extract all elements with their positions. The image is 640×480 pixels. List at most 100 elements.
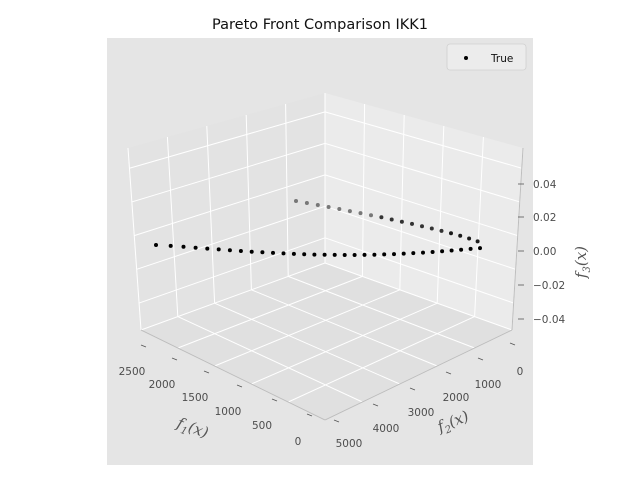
z-axis-label-f: f	[572, 270, 590, 279]
data-point	[369, 213, 373, 218]
grid-line-z-left	[138, 237, 326, 304]
data-point	[281, 251, 286, 256]
x-tick-label: 0	[295, 436, 302, 448]
data-point	[439, 228, 444, 233]
data-point	[467, 236, 472, 241]
data-point	[347, 209, 352, 214]
grid-line-floor-a	[140, 262, 326, 331]
y-tick-label: 4000	[373, 423, 400, 435]
data-point	[154, 243, 158, 247]
data-point	[332, 252, 337, 257]
data-point	[399, 219, 404, 224]
y-tick-label: 2000	[443, 392, 470, 404]
data-point	[392, 252, 396, 257]
data-point	[249, 249, 254, 254]
grid-line-z-left	[134, 174, 326, 237]
z-axis-label-tail: (x)	[572, 246, 590, 266]
floor-pane	[141, 263, 512, 420]
data-point	[312, 252, 317, 257]
data-point	[478, 246, 482, 251]
data-point	[337, 207, 342, 211]
grid-line-right-pane	[399, 114, 405, 290]
data-point	[302, 252, 307, 257]
grid-line-left-pane	[285, 103, 289, 277]
grid-line-floor-a	[177, 275, 363, 349]
x-axis-label-sub: 1	[179, 425, 189, 438]
legend[interactable]: True	[446, 43, 527, 71]
legend-marker-true	[464, 56, 468, 60]
grid-line-floor-b	[251, 289, 438, 367]
data-point	[291, 251, 296, 256]
legend-label-true: True	[490, 53, 513, 65]
data-point	[382, 252, 387, 257]
z-tick-label: 0.02	[533, 212, 556, 224]
data-point	[181, 244, 186, 249]
data-point	[304, 201, 309, 205]
grid-line-floor-b	[214, 302, 400, 385]
data-point	[315, 203, 320, 207]
right-pane	[325, 93, 523, 330]
z-tick-label: 0.00	[533, 246, 556, 258]
data-point	[326, 205, 331, 209]
z-axis-label: f3(x)	[572, 246, 593, 279]
data-point	[449, 248, 454, 253]
y-tick-mark	[409, 387, 416, 391]
x-tick-label: 1500	[182, 392, 209, 404]
data-point	[322, 252, 327, 257]
data-point	[216, 247, 221, 252]
x-tick-mark	[203, 370, 210, 374]
data-point	[458, 233, 463, 238]
grid-line-z-left	[136, 205, 326, 270]
data-point	[401, 251, 406, 256]
tick-marks: 2500200015001000500001000200030004000500…	[119, 179, 566, 450]
x-axis-line	[140, 329, 326, 421]
grid-line-floor-a	[214, 289, 400, 367]
grid-line-right-pane	[474, 136, 484, 317]
x-tick-mark	[306, 413, 313, 417]
grid-line-left-pane	[206, 125, 216, 304]
z-axis-line	[511, 147, 524, 331]
data-point	[193, 245, 198, 250]
y-axis-line	[324, 329, 513, 421]
z-axis-label-sub: 3	[582, 266, 593, 272]
y-tick-mark	[445, 371, 452, 375]
data-point	[475, 239, 480, 244]
y-tick-mark	[509, 342, 516, 346]
data-point	[362, 252, 367, 257]
x-tick-label: 500	[252, 420, 272, 432]
data-point	[420, 224, 424, 229]
data-point	[205, 246, 210, 251]
data-point	[410, 221, 414, 226]
x-tick-mark	[271, 398, 278, 402]
grid-line-left-pane	[127, 147, 142, 331]
y-axis-label-sub: 2	[443, 424, 454, 437]
x-tick-label: 2000	[149, 379, 176, 391]
data-point	[352, 253, 357, 257]
y-tick-mark	[372, 403, 379, 407]
grid-line-right-pane	[361, 103, 366, 277]
data-points	[154, 199, 482, 257]
grid-line-floor-b	[288, 275, 475, 349]
data-point	[294, 199, 298, 203]
left-pane	[128, 93, 325, 330]
z-tick-label: −0.04	[533, 314, 565, 326]
data-point	[440, 249, 445, 254]
grid-line-z-left	[129, 111, 326, 169]
grid-line-floor-a	[251, 302, 438, 385]
z-tick-label: 0.04	[533, 179, 557, 191]
y-tick-label: 1000	[475, 379, 502, 391]
data-point	[260, 250, 265, 255]
grid-line-floor-b	[177, 316, 363, 403]
grid-line-left-pane	[245, 114, 252, 290]
y-tick-label: 5000	[336, 438, 363, 450]
axis-lines	[140, 147, 524, 421]
data-point	[372, 252, 377, 257]
data-point	[468, 246, 473, 251]
grid-line-z-right	[324, 237, 514, 304]
grid-line-z-right	[324, 205, 516, 270]
grid-line-floor-a	[287, 316, 475, 403]
data-point	[449, 231, 453, 236]
data-point	[379, 215, 384, 220]
y-tick-mark	[477, 357, 484, 361]
